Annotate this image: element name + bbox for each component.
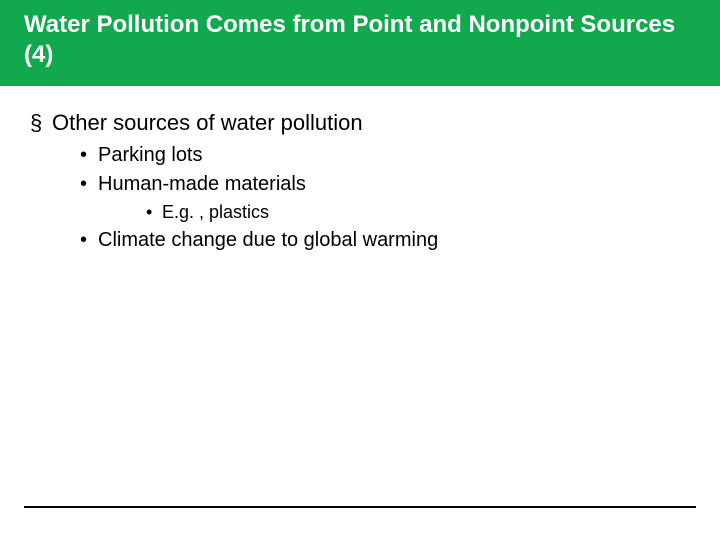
slide-title: Water Pollution Comes from Point and Non…	[24, 10, 696, 70]
content-area: Other sources of water pollution Parking…	[24, 110, 696, 260]
list-item: Climate change due to global warming	[52, 229, 696, 252]
list-item: Other sources of water pollution Parking…	[24, 110, 696, 252]
bullet-text: E.g. , plastics	[162, 202, 269, 222]
bullet-list-level3: E.g. , plastics	[98, 202, 696, 223]
bullet-text: Other sources of water pollution	[52, 110, 363, 135]
bullet-text: Parking lots	[98, 144, 203, 166]
bullet-list-level2: Parking lots Human-made materials E.g. ,…	[52, 144, 696, 252]
list-item: Parking lots	[52, 144, 696, 167]
list-item: E.g. , plastics	[98, 202, 696, 223]
slide: Water Pollution Comes from Point and Non…	[0, 0, 720, 540]
bottom-rule	[24, 506, 696, 508]
title-bar: Water Pollution Comes from Point and Non…	[0, 0, 720, 86]
bullet-text: Human-made materials	[98, 173, 306, 195]
bullet-list-level1: Other sources of water pollution Parking…	[24, 110, 696, 252]
list-item: Human-made materials E.g. , plastics	[52, 173, 696, 223]
bullet-text: Climate change due to global warming	[98, 229, 438, 251]
